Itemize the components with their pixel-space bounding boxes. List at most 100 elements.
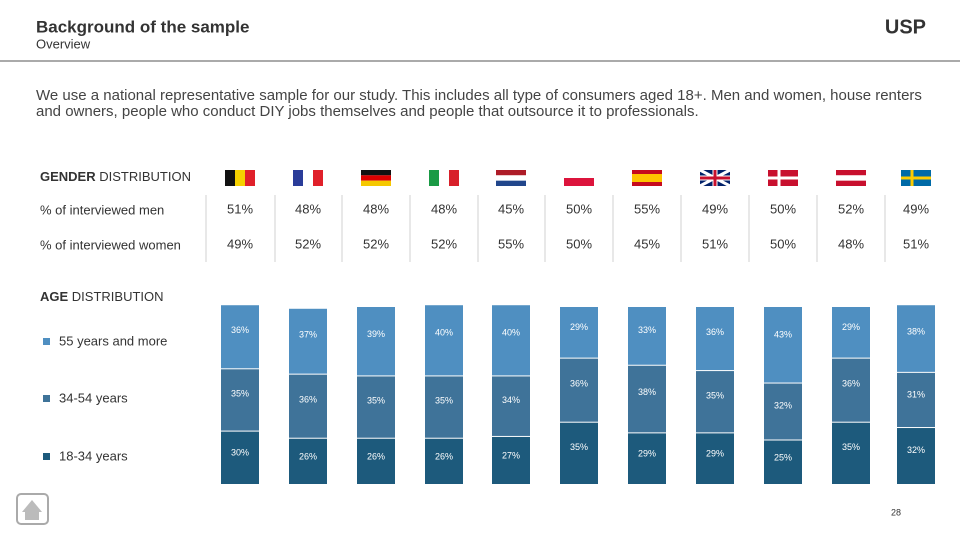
bar-segment (764, 440, 802, 484)
legend-label: 55 years and more (59, 333, 167, 348)
bar-segment (897, 372, 935, 428)
flag-stripe (564, 178, 594, 186)
bar-segment (357, 307, 395, 376)
flag-stripe (303, 170, 313, 186)
cell: 48% (363, 201, 389, 216)
bar-label: 29% (638, 448, 656, 458)
bar-segment (357, 376, 395, 438)
bar-segment (289, 308, 327, 374)
bar-label: 35% (367, 396, 385, 406)
cell: 48% (838, 236, 864, 251)
cell: 50% (770, 236, 796, 251)
bar-segment (492, 436, 530, 484)
cell: 48% (431, 201, 457, 216)
bar-label: 38% (638, 387, 656, 397)
bar-label: 35% (231, 389, 249, 399)
cell: 49% (702, 201, 728, 216)
flag (429, 170, 459, 186)
cell: 50% (566, 236, 592, 251)
age-heading: AGE DISTRIBUTION (40, 289, 164, 304)
flag (564, 170, 594, 186)
flag-stripe (449, 170, 459, 186)
cell: 52% (431, 236, 457, 251)
flag (901, 170, 931, 186)
bar-label: 40% (502, 328, 520, 338)
cell: 50% (770, 201, 796, 216)
cell: 52% (295, 236, 321, 251)
bar-label: 35% (706, 390, 724, 400)
bar-segment (357, 438, 395, 484)
bar-segment (289, 438, 327, 484)
bar-segment (425, 305, 463, 376)
legend-label: 18-34 years (59, 448, 128, 463)
flag-cross (700, 170, 730, 186)
flag-stripe (632, 182, 662, 186)
cell: 48% (295, 201, 321, 216)
flag-stripe (836, 170, 866, 176)
bar-label: 36% (842, 379, 860, 389)
bar-segment (764, 307, 802, 383)
bar-label: 30% (231, 447, 249, 457)
flag (836, 170, 866, 186)
age-heading-rest: DISTRIBUTION (72, 289, 164, 304)
cell: 51% (903, 236, 929, 251)
bar-segment (832, 422, 870, 484)
bar-label: 35% (842, 442, 860, 452)
bar-segment (696, 371, 734, 433)
bar-label: 35% (570, 442, 588, 452)
bar-label: 25% (774, 453, 792, 463)
bar-segment (492, 305, 530, 376)
bar-label: 31% (907, 389, 925, 399)
flag-stripe (632, 170, 662, 174)
bar-label: 29% (570, 322, 588, 332)
bar-segment (560, 307, 598, 358)
gender-heading-bold: GENDER (40, 169, 96, 184)
cell: 49% (227, 236, 253, 251)
bar-label: 29% (842, 322, 860, 332)
bar-segment (764, 383, 802, 440)
flag-stripe (496, 170, 526, 176)
intro-text: We use a national representative sample … (36, 87, 922, 120)
flag-stripe (439, 170, 449, 186)
flag (496, 170, 526, 186)
flag-stripe (429, 170, 439, 186)
cell: 49% (903, 201, 929, 216)
bar-segment (696, 433, 734, 484)
flag-stripe (313, 170, 323, 186)
flag (225, 170, 255, 186)
flag-stripe (836, 180, 866, 186)
cell: 52% (363, 236, 389, 251)
bar-label: 26% (299, 452, 317, 462)
flag (293, 170, 323, 186)
bar-segment (560, 358, 598, 422)
flag-stripe (235, 170, 245, 186)
flag-stripe (293, 170, 303, 186)
flag-stripe (361, 175, 391, 181)
bar-label: 38% (907, 327, 925, 337)
bar-segment (221, 369, 259, 431)
bar-label: 26% (367, 452, 385, 462)
bar-label: 36% (231, 325, 249, 335)
flag (361, 170, 391, 186)
page-number: 28 (891, 507, 901, 517)
bar-segment (628, 307, 666, 365)
logo: USP (885, 16, 926, 38)
bar-segment (425, 376, 463, 438)
bar-segment (221, 431, 259, 484)
legend-swatch (43, 338, 50, 345)
gender-heading: GENDER DISTRIBUTION (40, 169, 191, 184)
flag-stripe (361, 180, 391, 186)
bar-segment (628, 433, 666, 484)
flag (699, 168, 731, 188)
flag-stripe (632, 178, 662, 182)
bar-segment (628, 365, 666, 433)
legend-swatch (43, 453, 50, 460)
bar-label: 32% (907, 445, 925, 455)
cell: 51% (702, 236, 728, 251)
bar-segment (221, 305, 259, 369)
flag-stripe (564, 170, 594, 178)
gender-heading-rest: DISTRIBUTION (99, 169, 191, 184)
bar-segment (696, 307, 734, 371)
